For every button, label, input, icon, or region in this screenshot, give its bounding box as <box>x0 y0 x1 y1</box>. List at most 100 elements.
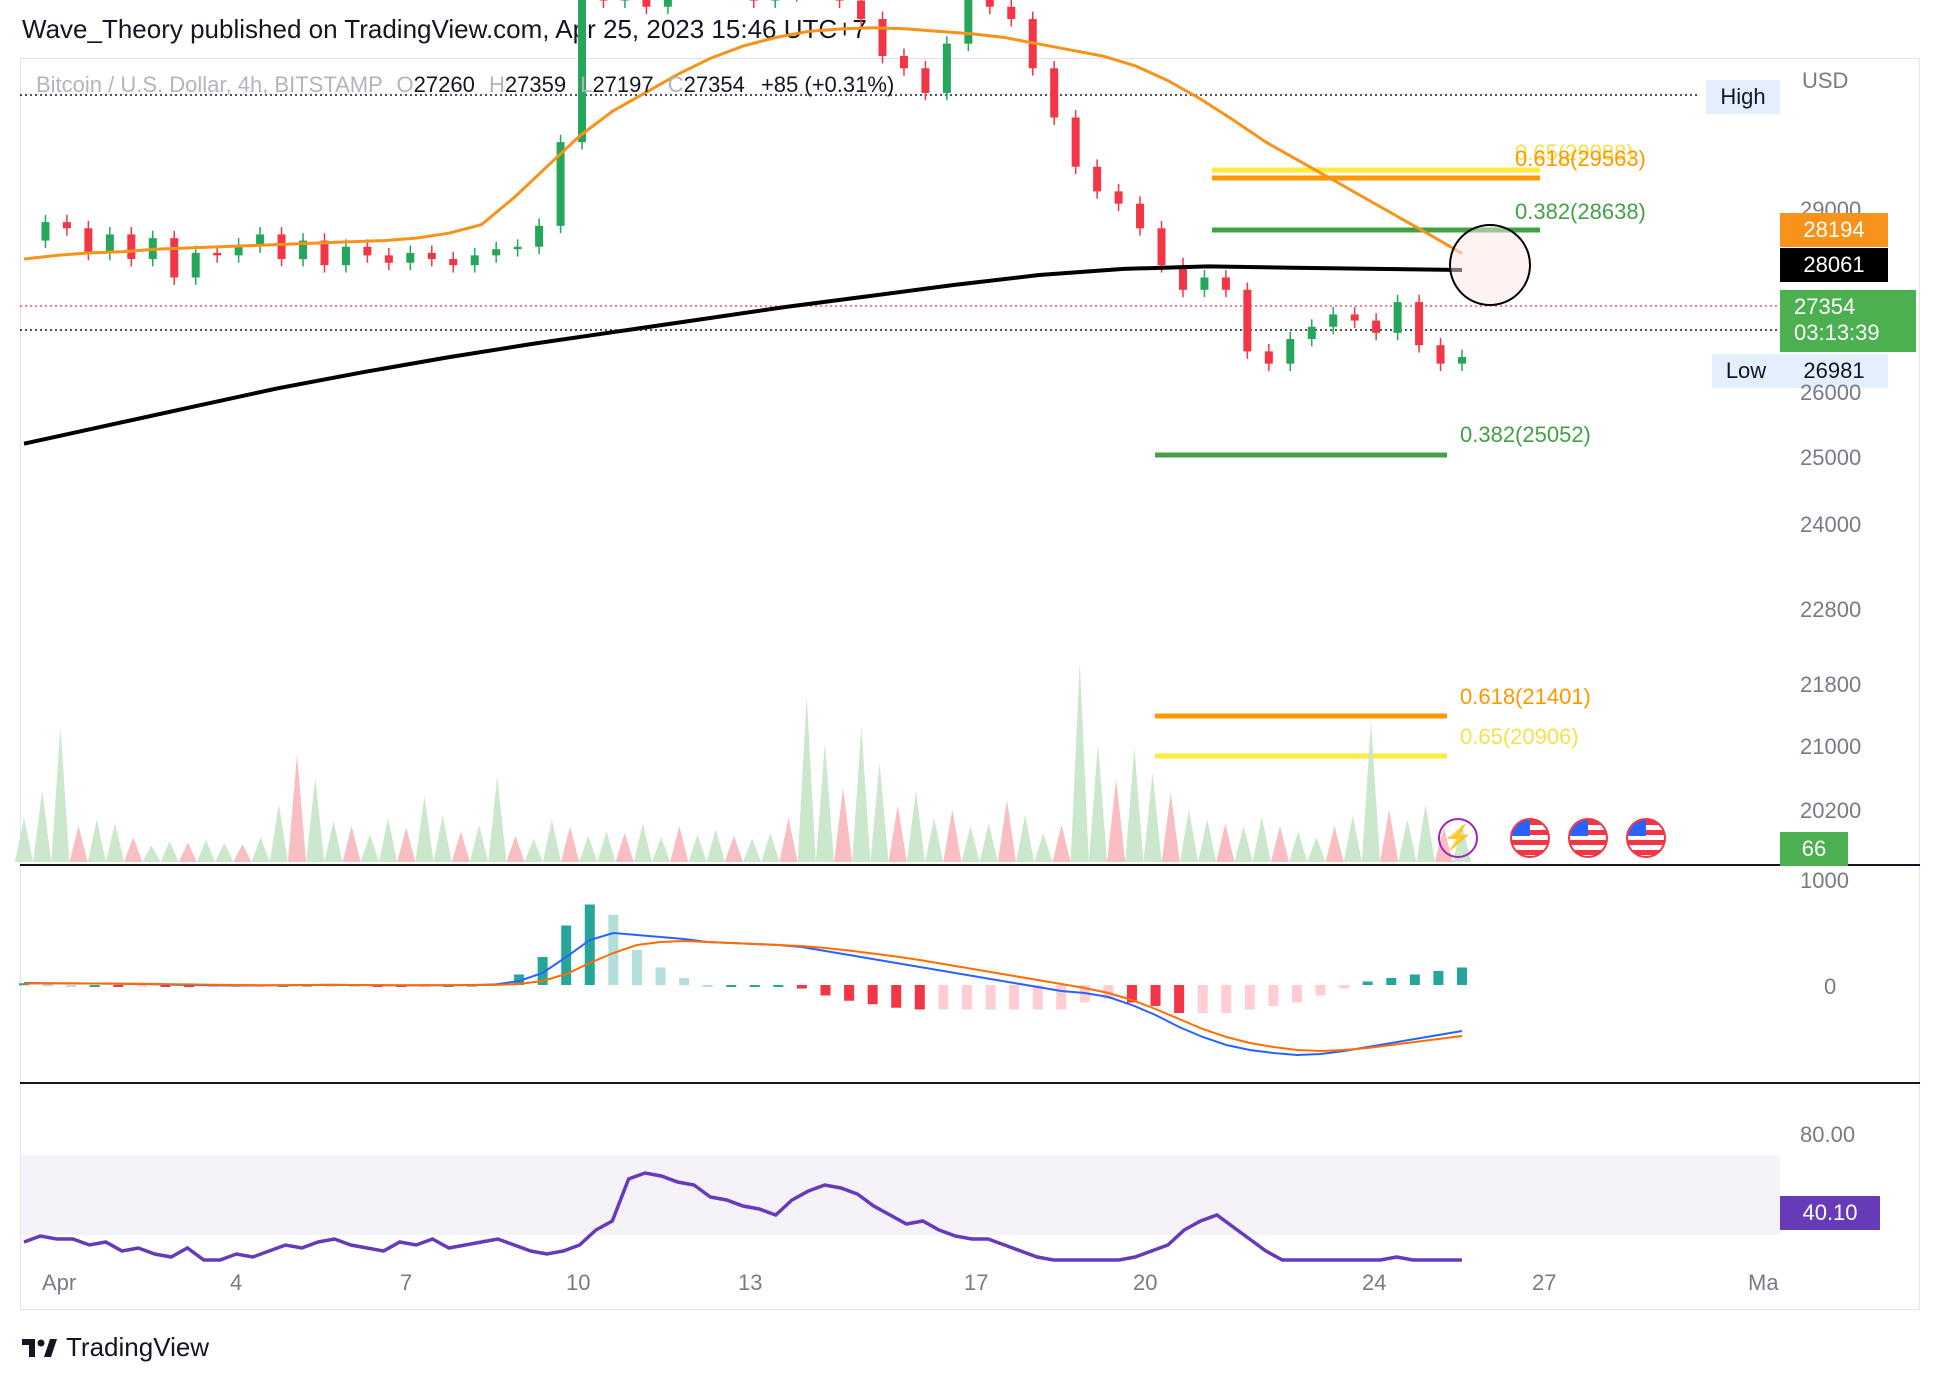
x-tick-27: 27 <box>1532 1270 1557 1295</box>
volume-bar <box>196 839 216 862</box>
fib-065-top-label: 0.65(29088) <box>1515 140 1634 165</box>
candle-body <box>1307 326 1316 340</box>
volume-bar <box>488 776 507 862</box>
rsi-line <box>23 1171 1462 1262</box>
tradingview-logo[interactable]: TradingView <box>22 1332 209 1363</box>
fib-065-bottom-label: 0.65(20906) <box>1460 724 1579 749</box>
volume-bar <box>469 824 489 862</box>
us-flag-icon[interactable] <box>1510 818 1550 858</box>
candle-body <box>1415 302 1424 346</box>
volume-bar <box>1343 815 1362 862</box>
candle-body <box>1157 228 1166 266</box>
low-tag-label: Low <box>1712 354 1780 388</box>
macd-hist-bar <box>561 925 572 985</box>
volume-bar <box>743 838 762 862</box>
publisher-credit: Wave_Theory published on TradingView.com… <box>22 14 867 44</box>
volume-bar <box>397 827 416 862</box>
candle-body <box>384 255 393 263</box>
volume-bar <box>251 837 270 862</box>
macd-hist-bar <box>1244 985 1255 1010</box>
volume-bar <box>1107 779 1126 862</box>
volume-bar <box>287 754 307 862</box>
macd-hist-bar <box>1433 971 1444 985</box>
x-tick-20: 20 <box>1133 1270 1158 1295</box>
volume-bar <box>306 777 325 862</box>
us-flag-icon[interactable] <box>1568 818 1608 858</box>
candle-body <box>1071 117 1080 167</box>
macd-hist-bar <box>867 985 878 1005</box>
volume-bar <box>33 790 52 862</box>
candle-body <box>341 246 350 266</box>
candle-body <box>363 246 372 256</box>
candle-body <box>921 68 930 93</box>
candle-body <box>942 43 951 93</box>
macd-hist-bar <box>66 985 77 987</box>
last-price-value: 27354 <box>1794 294 1856 319</box>
macd-hist-bar <box>820 985 831 996</box>
price-tick-21000: 21000 <box>1800 734 1862 759</box>
macd-hist-bar <box>985 985 996 1010</box>
high-tag: High <box>1706 80 1780 114</box>
macd-hist-bar <box>1268 985 1279 1006</box>
macd-hist-bar <box>184 985 195 988</box>
volume-bar <box>597 831 616 862</box>
volume-bar <box>906 790 926 862</box>
candle-body <box>1329 314 1338 327</box>
candle-body <box>62 222 71 229</box>
volume-bar <box>1398 819 1417 862</box>
volume-bar <box>1125 747 1144 862</box>
macd-hist-bar <box>113 985 124 987</box>
candle-body <box>513 246 522 250</box>
macd-hist-bar <box>537 957 548 985</box>
volume-bar <box>615 833 634 862</box>
lightning-icon[interactable]: ⚡ <box>1438 818 1478 858</box>
x-tick-24: 24 <box>1362 1270 1387 1295</box>
volume-bar <box>761 833 780 862</box>
volume-bar <box>233 844 252 862</box>
ema50-line <box>23 26 1463 261</box>
candle-body <box>427 252 436 260</box>
volume-bar <box>1070 662 1089 862</box>
us-flag-icon[interactable] <box>1626 818 1666 858</box>
candle-body <box>1393 302 1402 333</box>
volume-bar <box>997 799 1017 862</box>
x-tick-13: 13 <box>738 1270 763 1295</box>
macd-hist-bar <box>1150 985 1161 1006</box>
open-label: O <box>396 72 414 97</box>
volume-bar <box>633 823 652 862</box>
volume-bar <box>87 819 106 862</box>
volume-bar <box>69 826 88 862</box>
candle-body <box>642 0 651 7</box>
ema50-tag: 28194 <box>1780 213 1888 247</box>
volume-bar <box>160 841 179 862</box>
signal-line <box>23 939 1463 1053</box>
candle-body <box>749 0 758 1</box>
candles <box>41 0 1466 372</box>
volume-bar <box>1252 816 1271 862</box>
volume-bar <box>1179 809 1199 862</box>
macd-hist-bar <box>914 985 925 1010</box>
volume-bar <box>360 834 379 862</box>
macd-hist-bar <box>608 915 619 985</box>
candle-body <box>406 252 415 263</box>
macd-hist-bar <box>136 985 147 987</box>
macd-hist-bar <box>1339 985 1350 989</box>
macd-hist-bar <box>844 985 855 1001</box>
price-tick-26000: 26000 <box>1800 380 1862 405</box>
x-tick-7: 7 <box>400 1270 413 1295</box>
volume-bar <box>834 787 853 862</box>
volume-bar <box>1416 804 1435 862</box>
volume-bar <box>579 835 598 862</box>
volume-bar <box>925 817 944 862</box>
macd-hist-bar <box>1126 985 1137 1003</box>
macd-hist-bar <box>160 985 171 987</box>
candle-body <box>556 142 565 226</box>
candle-body <box>1178 265 1187 290</box>
volume-bar <box>688 834 707 862</box>
x-tick-4: 4 <box>230 1270 243 1295</box>
macd-hist-bar <box>631 950 642 985</box>
volume-bar <box>815 743 835 862</box>
candle-body <box>1372 320 1381 333</box>
candle-body <box>620 0 629 1</box>
